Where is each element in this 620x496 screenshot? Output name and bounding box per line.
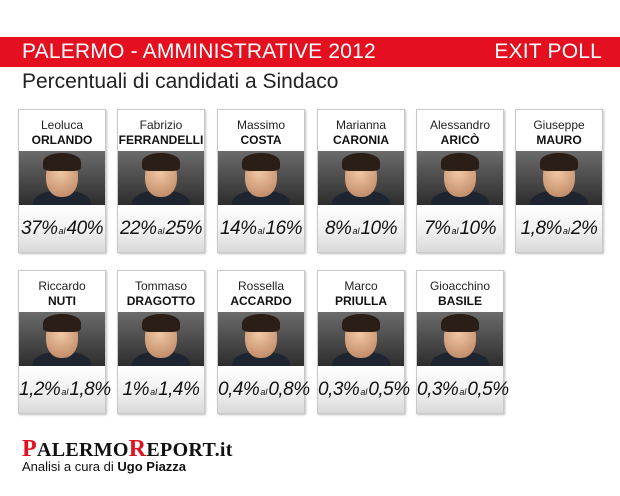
candidate-first-name: Rossella [237,279,285,293]
range-connector: al [257,226,265,236]
candidate-first-name: Gioacchino [429,279,491,293]
candidate-last-name: DRAGOTTO [126,294,196,308]
vote-range: 22%al25% [118,206,204,252]
candidate-last-name: ARICÒ [440,133,480,147]
candidate-last-name: NUTI [48,294,76,308]
candidate-photo [118,312,204,366]
candidate-first-name: Marianna [335,118,387,132]
candidate-first-name: Giuseppe [533,118,585,132]
range-to: 1,8% [69,379,111,400]
range-from: 0,3% [318,379,360,400]
candidate-photo [318,151,404,205]
range-connector: al [150,387,158,397]
range-connector: al [360,387,368,397]
range-from: 0,3% [417,379,459,400]
candidate-card: Marco PRIULLA 0,3%al0,5% [317,270,410,414]
candidate-photo [318,312,404,366]
candidate-first-name: Alessandro [429,118,491,132]
range-to: 2% [570,218,598,239]
vote-range: 14%al16% [218,206,304,252]
range-to: 1,4% [158,379,200,400]
candidate-last-name: COSTA [240,133,282,147]
candidate-first-name: Massimo [236,118,285,132]
candidate-first-name: Tommaso [134,279,187,293]
candidate-card: Alessandro ARICÒ 7%al10% [416,109,504,253]
range-connector: al [260,387,268,397]
candidate-last-name: PRIULLA [335,294,387,308]
candidate-card: Tommaso DRAGOTTO 1%al1,4% [117,270,205,414]
range-to: 40% [66,218,104,239]
candidate-photo [218,312,304,366]
candidate-card: Rossella ACCARDO 0,4%al0,8% [217,270,310,414]
candidate-last-name: MAURO [536,133,582,147]
vote-range: 0,3%al0,5% [417,367,509,413]
range-from: 8% [324,218,352,239]
vote-range: 1,8%al2% [516,206,602,252]
candidate-card: Massimo COSTA 14%al16% [217,109,305,253]
range-from: 22% [119,218,157,239]
candidate-last-name: ORLANDO [31,133,93,147]
candidate-card: Leoluca ORLANDO 37%al40% [18,109,106,253]
candidate-first-name: Marco [344,279,378,293]
candidate-photo [516,151,602,205]
vote-range: 1,2%al1,8% [19,367,111,413]
range-to: 10% [459,218,496,239]
candidate-photo [118,151,204,205]
candidate-photo [19,151,105,205]
range-connector: al [58,226,66,236]
range-from: 7% [423,218,451,239]
range-connector: al [61,387,69,397]
candidate-photo [417,151,503,205]
range-to: 16% [265,218,303,239]
analysis-credit: Analisi a cura di Ugo Piazza [22,459,187,474]
candidate-last-name: BASILE [437,294,482,308]
header-banner: PALERMO - AMMINISTRATIVE 2012 EXIT POLL [0,37,620,67]
page-subtitle: Percentuali di candidati a Sindaco [22,70,339,93]
candidate-photo [19,312,105,366]
range-from: 1,8% [520,218,563,239]
exit-poll-label: EXIT POLL [494,40,602,63]
range-connector: al [451,226,459,236]
range-to: 0,5% [467,379,509,400]
range-connector: al [352,226,360,236]
candidate-first-name: Leoluca [40,118,84,132]
candidate-last-name: ACCARDO [230,294,292,308]
range-to: 0,8% [268,379,310,400]
range-from: 37% [20,218,58,239]
vote-range: 8%al10% [318,206,404,252]
candidate-card: Gioacchino BASILE 0,3%al0,5% [416,270,509,414]
palermo-report-logo: PALERMOREPORT.it [22,436,233,462]
candidate-card: Riccardo NUTI 1,2%al1,8% [18,270,111,414]
range-to: 25% [165,218,203,239]
candidate-first-name: Riccardo [38,279,86,293]
vote-range: 0,4%al0,8% [218,367,310,413]
range-to: 0,5% [368,379,410,400]
candidate-photo [417,312,503,366]
vote-range: 1%al1,4% [118,367,204,413]
candidate-last-name: CARONIA [333,133,389,147]
candidate-photo [218,151,304,205]
candidate-card: Fabrizio FERRANDELLI 22%al25% [117,109,205,253]
header-title: PALERMO - AMMINISTRATIVE 2012 [22,40,376,63]
range-connector: al [459,387,467,397]
candidate-card: Giuseppe MAURO 1,8%al2% [515,109,603,253]
candidate-card: Marianna CARONIA 8%al10% [317,109,405,253]
vote-range: 7%al10% [417,206,503,252]
range-from: 1% [122,379,150,400]
range-connector: al [562,226,570,236]
range-connector: al [157,226,165,236]
vote-range: 0,3%al0,5% [318,367,410,413]
candidate-last-name: FERRANDELLI [118,133,204,147]
range-from: 1,2% [19,379,61,400]
range-from: 14% [219,218,257,239]
range-from: 0,4% [218,379,260,400]
vote-range: 37%al40% [19,206,105,252]
candidate-first-name: Fabrizio [139,118,183,132]
range-to: 10% [360,218,397,239]
